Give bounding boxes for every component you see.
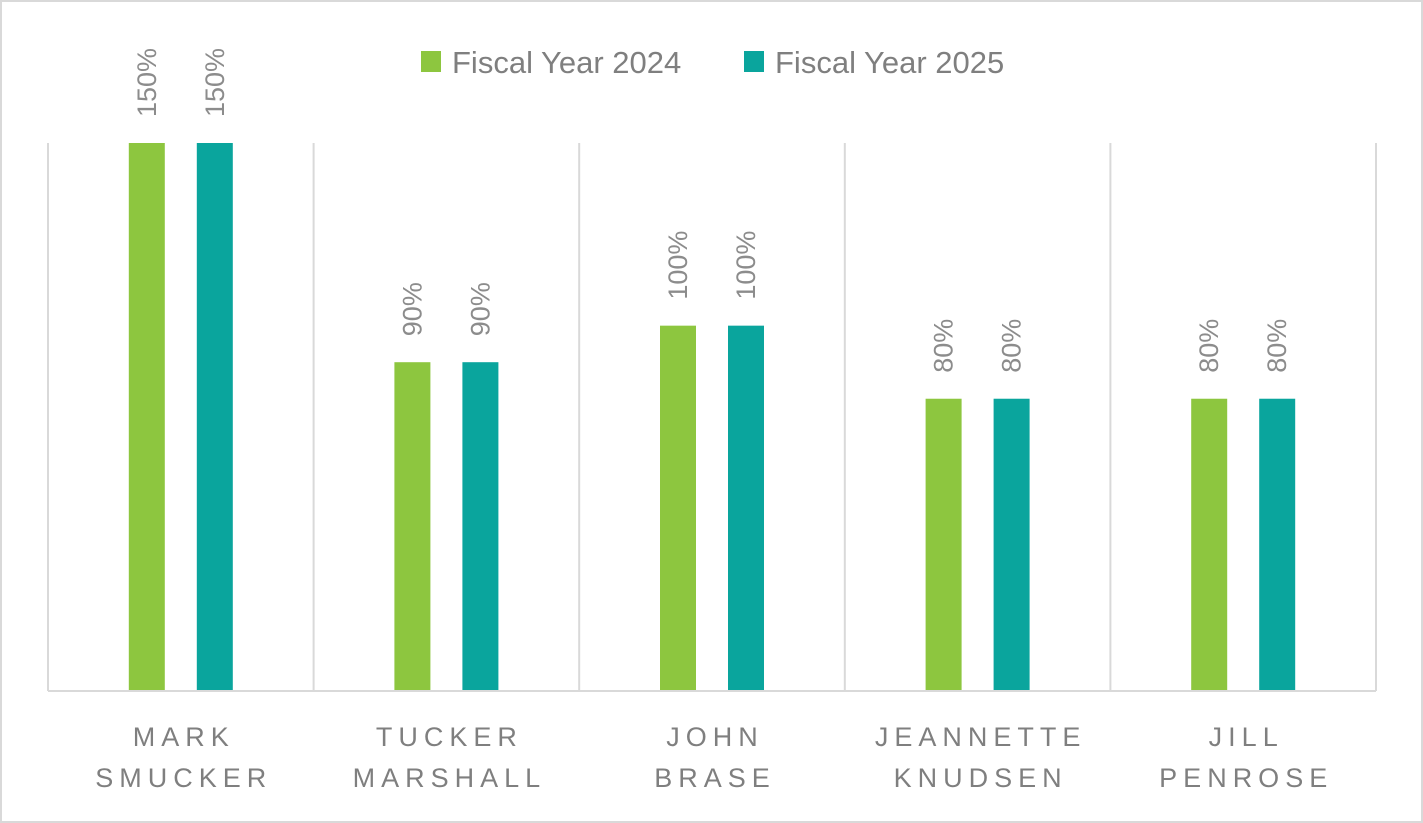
category-label-2-line-2: MARSHALL [353,763,547,793]
category-labels: MARK SMUCKER TUCKER MARSHALL JOHN BRASE JEANNE… [95,722,1333,793]
legend-label-1: Fiscal Year 2024 [452,45,681,80]
bar-4-series-1 [925,398,962,691]
data-label-1-series-1: 150% [132,48,162,117]
data-label-5-series-1: 80% [1194,319,1224,373]
bars [128,143,1296,691]
bar-1-series-2 [196,143,233,691]
bar-1-series-1 [128,143,165,691]
data-label-4-series-1: 80% [929,319,959,373]
category-separators [47,143,1377,691]
data-label-2-series-2: 90% [465,282,495,336]
data-label-1-series-2: 150% [200,48,230,117]
legend-label-2: Fiscal Year 2025 [775,45,1004,80]
bar-5-series-1 [1191,398,1228,691]
bar-5-series-2 [1259,398,1296,691]
bar-2-series-1 [394,362,431,691]
category-label-1-line-2: SMUCKER [95,763,272,793]
category-label-2-line-1: TUCKER [376,722,523,752]
bar-3-series-1 [660,325,696,691]
category-label-4-line-1: JEANNETTE [875,722,1087,752]
legend: Fiscal Year 2024 Fiscal Year 2025 [421,45,1004,80]
category-label-3-line-1: JOHN [666,722,764,752]
category-label-4-line-2: KNUDSEN [894,763,1068,793]
category-label-3-line-2: BRASE [654,763,776,793]
legend-swatch-2 [744,51,764,72]
data-label-3-series-1: 100% [663,231,693,300]
data-labels: 150% 150% 90% 90% 100% 100% 80% 80% 80% 80% [132,48,1292,373]
bar-2-series-2 [462,362,499,691]
bar-3-series-2 [728,325,764,691]
category-label-5-line-1: JILL [1209,722,1284,752]
data-label-4-series-2: 80% [997,319,1027,373]
data-label-2-series-1: 90% [397,282,427,336]
category-label-1-line-1: MARK [133,722,235,752]
bar-4-series-2 [993,398,1030,691]
data-label-3-series-2: 100% [731,231,761,300]
category-label-5-line-2: PENROSE [1159,763,1333,793]
legend-swatch-1 [421,51,441,72]
data-label-5-series-2: 80% [1262,319,1292,373]
